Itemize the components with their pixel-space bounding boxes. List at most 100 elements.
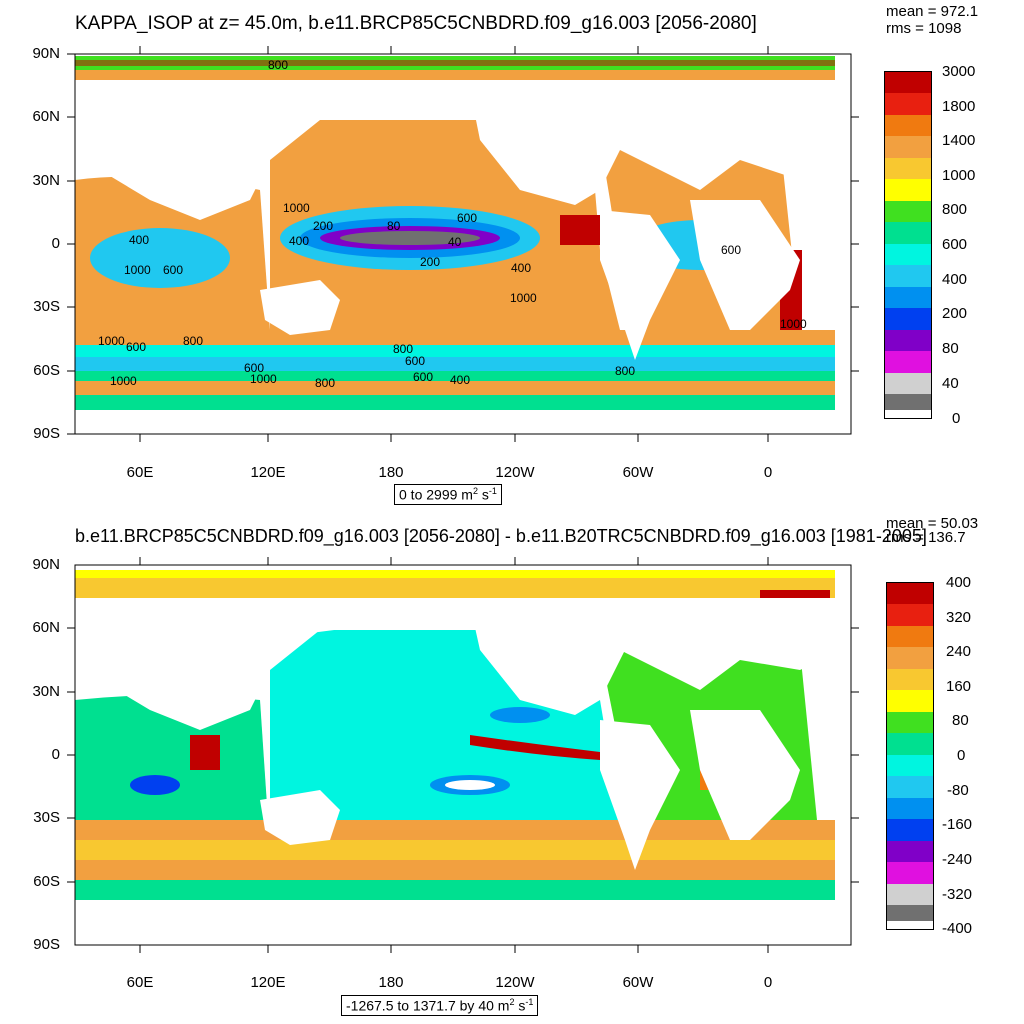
top-colorbar-swatch bbox=[885, 158, 931, 179]
bottom-colorbar-label: -320 bbox=[942, 886, 973, 903]
bottom-colorbar-swatch bbox=[887, 755, 933, 776]
top-unit-sup2: -1 bbox=[488, 486, 497, 496]
top-unit-s: s bbox=[477, 486, 489, 503]
top-lat-label: 30N bbox=[32, 172, 60, 189]
top-colorbar-label: 0 bbox=[952, 410, 961, 427]
top-colorbar-swatch bbox=[885, 72, 931, 93]
contour-label: 40 bbox=[448, 235, 462, 249]
bottom-unit-sup: 2 bbox=[509, 997, 515, 1007]
contour-label: 400 bbox=[511, 261, 531, 275]
bottom-colorbar-label: 240 bbox=[946, 643, 972, 660]
top-colorbar-swatch bbox=[885, 201, 931, 222]
bottom-range-text: -1267.5 to 1371.7 by 40 bbox=[346, 997, 494, 1014]
bottom-lat-label: 0 bbox=[51, 746, 60, 763]
contour-label: 600 bbox=[413, 370, 433, 384]
top-lat-label: 90N bbox=[32, 45, 60, 62]
contour-label: 1000 bbox=[98, 334, 125, 348]
contour-label: 800 bbox=[393, 342, 413, 356]
bottom-colorbar-label: -160 bbox=[942, 816, 973, 833]
bottom-colorbar-swatch bbox=[887, 669, 933, 690]
bottom-lat-label: 60N bbox=[32, 619, 60, 636]
contour-label: 800 bbox=[615, 364, 635, 378]
bottom-colorbar-swatch bbox=[887, 862, 933, 884]
top-rms-stat: rms = 1098 bbox=[886, 20, 962, 37]
bottom-colorbar-swatch bbox=[887, 604, 933, 626]
bottom-mean-stat: mean = 50.03 bbox=[886, 515, 979, 532]
bottom-colorbar-swatch bbox=[887, 905, 933, 921]
bottom-unit-s: s bbox=[514, 997, 526, 1014]
top-lon-label: 120E bbox=[250, 464, 286, 481]
contour-label: 800 bbox=[268, 58, 288, 72]
contour-label: 600 bbox=[244, 361, 264, 375]
contour-label: 600 bbox=[721, 243, 741, 257]
bottom-colorbar-swatch bbox=[887, 690, 933, 712]
top-land-south-america bbox=[600, 210, 680, 360]
contour-label: 400 bbox=[289, 234, 309, 248]
top-colorbar-swatch bbox=[885, 287, 931, 308]
bottom-land-africa bbox=[690, 710, 800, 840]
top-land-eurasia bbox=[75, 80, 840, 220]
bottom-land-australia bbox=[260, 790, 340, 845]
top-colorbar-swatch bbox=[885, 265, 931, 287]
contour-label: 600 bbox=[405, 354, 425, 368]
top-colorbar-label: 80 bbox=[942, 340, 959, 357]
top-colorbar-swatch bbox=[885, 308, 931, 330]
bottom-colorbar-swatch bbox=[887, 712, 933, 733]
bottom-equatorial-red bbox=[470, 735, 600, 760]
top-range-text: 0 to 2999 bbox=[399, 486, 458, 503]
top-colorbar-swatch bbox=[885, 394, 931, 410]
top-colorbar-swatch bbox=[885, 93, 931, 115]
contour-label: 200 bbox=[313, 219, 333, 233]
top-colorbar-label: 1000 bbox=[942, 167, 976, 184]
top-land-africa bbox=[690, 200, 800, 330]
top-colorbar-swatch bbox=[885, 351, 931, 373]
contour-label: 600 bbox=[163, 263, 183, 277]
top-map-title: KAPPA_ISOP at z= 45.0m, b.e11.BRCP85C5CN… bbox=[75, 13, 757, 34]
bottom-colorbar-label: 400 bbox=[946, 574, 972, 591]
contour-label: 800 bbox=[315, 376, 335, 390]
bottom-lon-label: 60W bbox=[622, 974, 654, 991]
bottom-range-label: -1267.5 to 1371.7 by 40 m2 s-1 bbox=[341, 995, 539, 1016]
bottom-colorbar-label: 80 bbox=[952, 712, 969, 729]
top-unit-sup: 2 bbox=[472, 486, 478, 496]
contour-label: 80 bbox=[387, 219, 401, 233]
top-lat-label: 30S bbox=[33, 298, 60, 315]
top-colorbar-swatch bbox=[885, 222, 931, 244]
top-lat-label: 0 bbox=[51, 235, 60, 252]
bottom-colorbar-label: 320 bbox=[946, 609, 972, 626]
contour-label: 1000 bbox=[124, 263, 151, 277]
top-lon-label: 60W bbox=[622, 464, 654, 481]
bottom-unit-sup2: -1 bbox=[525, 997, 534, 1007]
top-colorbar-swatch bbox=[885, 373, 931, 394]
bottom-lon-label: 120E bbox=[250, 974, 286, 991]
contour-label: 1000 bbox=[250, 372, 277, 386]
bottom-colorbar-swatch bbox=[887, 647, 933, 669]
bottom-lon-label: 120W bbox=[495, 974, 535, 991]
bottom-lat-label: 60S bbox=[33, 873, 60, 890]
top-colorbar-label: 1400 bbox=[942, 132, 976, 149]
top-colorbar-label: 400 bbox=[942, 271, 968, 288]
bottom-colorbar-label: -240 bbox=[942, 851, 973, 868]
top-land-antarctica bbox=[75, 410, 851, 434]
bottom-map-title: b.e11.BRCP85C5CNBDRD.f09_g16.003 [2056-2… bbox=[75, 526, 927, 546]
top-colorbar bbox=[884, 71, 932, 419]
bottom-lon-label: 0 bbox=[763, 974, 773, 991]
bottom-land-antarctica bbox=[75, 900, 851, 945]
top-colorbar-swatch bbox=[885, 330, 931, 351]
bottom-lon-label: 60E bbox=[126, 974, 154, 991]
contour-label: 600 bbox=[126, 340, 146, 354]
top-mean-stat: mean = 972.1 bbox=[886, 3, 979, 20]
bottom-lat-label: 30N bbox=[32, 683, 60, 700]
contour-label: 1000 bbox=[110, 374, 137, 388]
bottom-lat-label: 90S bbox=[33, 936, 60, 953]
bottom-colorbar bbox=[886, 582, 934, 930]
bottom-colorbar-swatch bbox=[887, 798, 933, 819]
top-colorbar-swatch bbox=[885, 115, 931, 136]
bottom-colorbar-label: -400 bbox=[942, 920, 973, 937]
contour-label: 600 bbox=[457, 211, 477, 225]
top-lon-label: 180 bbox=[378, 464, 404, 481]
top-lat-label: 60N bbox=[32, 108, 60, 125]
contour-label: 800 bbox=[183, 334, 203, 348]
contour-label: 200 bbox=[420, 255, 440, 269]
